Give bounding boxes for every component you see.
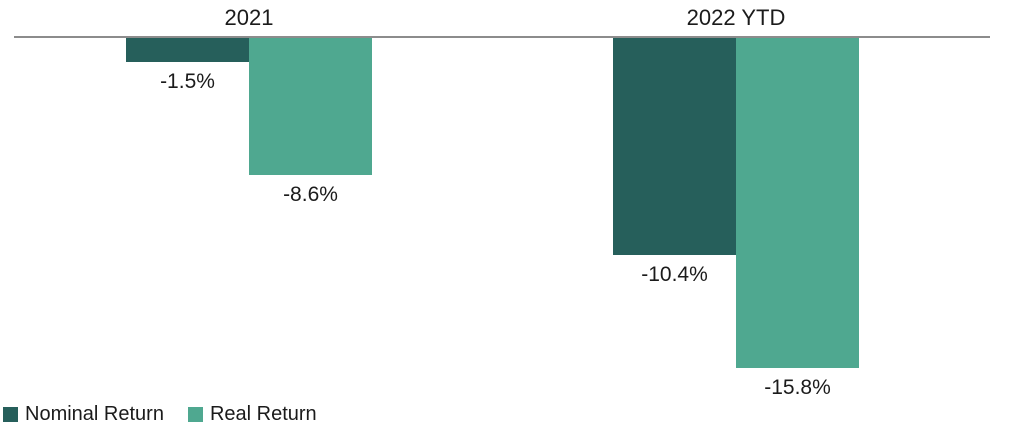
value-label-nominal-2021: -1.5% xyxy=(160,70,215,93)
legend-swatch-nominal-return xyxy=(3,406,18,422)
bar-nominal-return-2022-ytd xyxy=(613,38,736,255)
bar-column: -10.4% xyxy=(613,38,736,286)
value-label-nominal-2022-ytd: -10.4% xyxy=(641,263,708,286)
legend-label-nominal-return: Nominal Return xyxy=(25,403,164,425)
category-label-2021: 2021 xyxy=(224,5,274,30)
category-group-2021: 2021 -1.5% -8.6% xyxy=(126,0,372,438)
bar-column: -8.6% xyxy=(249,38,372,206)
value-label-real-2021: -8.6% xyxy=(283,183,338,206)
legend-swatch-real-return xyxy=(187,406,203,422)
bar-pair-2022-ytd: -10.4% -15.8% xyxy=(613,38,859,399)
category-group-2022-ytd: 2022 YTD -10.4% -15.8% xyxy=(613,0,859,438)
bar-pair-2021: -1.5% -8.6% xyxy=(126,38,372,206)
legend-item-real-return: Real Return xyxy=(187,403,317,425)
category-label-2022-ytd: 2022 YTD xyxy=(686,5,786,30)
value-label-real-2022-ytd: -15.8% xyxy=(764,376,831,399)
legend: Nominal Return Real Return xyxy=(3,403,317,425)
bar-real-return-2022-ytd xyxy=(736,38,859,368)
bar-nominal-return-2021 xyxy=(126,38,249,62)
bar-column: -15.8% xyxy=(736,38,859,399)
baseline-axis xyxy=(14,36,990,38)
bar-real-return-2021 xyxy=(249,38,372,175)
legend-label-real-return: Real Return xyxy=(209,403,317,425)
legend-item-nominal-return: Nominal Return xyxy=(3,403,164,425)
bar-column: -1.5% xyxy=(126,38,249,93)
